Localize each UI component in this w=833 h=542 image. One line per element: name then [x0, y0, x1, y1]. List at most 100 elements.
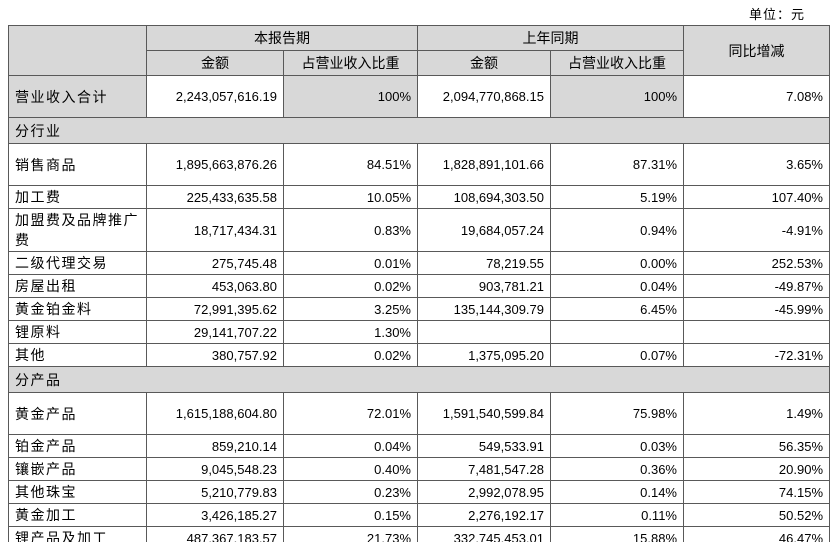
- section-title: 分产品: [8, 366, 830, 393]
- prior-ratio-cell: 0.11%: [550, 503, 684, 527]
- prior-amount-cell: 2,276,192.17: [417, 503, 551, 527]
- total-revenue-row: 营业收入合计 2,243,057,616.19 100% 2,094,770,8…: [8, 75, 830, 118]
- row-label: 黄金加工: [8, 503, 147, 527]
- prior-amount-cell: 108,694,303.50: [417, 185, 551, 209]
- row-label: 锂产品及加工: [8, 526, 147, 542]
- table-row: 其他 380,757.92 0.02% 1,375,095.20 0.07% -72.31…: [8, 343, 830, 367]
- row-label: 镶嵌产品: [8, 457, 147, 481]
- yoy-cell: 50.52%: [683, 503, 830, 527]
- yoy-cell: 46.47%: [683, 526, 830, 542]
- current-ratio-cell: 72.01%: [283, 392, 418, 435]
- table-row: 黄金加工 3,426,185.27 0.15% 2,276,192.17 0.11% 50…: [8, 503, 830, 527]
- row-label: 其他珠宝: [8, 480, 147, 504]
- prior-ratio-cell: 0.36%: [550, 457, 684, 481]
- prior-amount-cell: 135,144,309.79: [417, 297, 551, 321]
- table-row: 其他珠宝 5,210,779.83 0.23% 2,992,078.95 0.14% 74…: [8, 480, 830, 504]
- table-body: 本报告期 上年同期 同比增减 金额 占营业收入比重 金额 占营业收入比重 营业收…: [8, 25, 830, 542]
- current-ratio-cell: 0.02%: [283, 343, 418, 367]
- prior-amount-cell: 78,219.55: [417, 251, 551, 275]
- row-label: 黄金铂金料: [8, 297, 147, 321]
- prior-amount-cell: 1,828,891,101.66: [417, 143, 551, 186]
- current-ratio-cell: 0.04%: [283, 434, 418, 458]
- current-ratio-cell: 0.02%: [283, 274, 418, 298]
- row-label: 锂原料: [8, 320, 147, 344]
- corner-cell: [8, 25, 147, 76]
- prior-amount-cell: 1,591,540,599.84: [417, 392, 551, 435]
- section-header-row: 分产品: [8, 366, 830, 393]
- row-label: 二级代理交易: [8, 251, 147, 275]
- current-ratio-cell: 21.73%: [283, 526, 418, 542]
- prior-amount-cell: 332,745,453.01: [417, 526, 551, 542]
- table-row: 锂原料 29,141,707.22 1.30%: [8, 320, 830, 344]
- table-row: 房屋出租 453,063.80 0.02% 903,781.21 0.04% -49.87…: [8, 274, 830, 298]
- table-row: 黄金产品 1,615,188,604.80 72.01% 1,591,540,599.…: [8, 392, 830, 435]
- table-row: 二级代理交易 275,745.48 0.01% 78,219.55 0.00% 252.5…: [8, 251, 830, 275]
- table-row: 加工费 225,433,635.58 10.05% 108,694,303.50 5.1…: [8, 185, 830, 209]
- revenue-table: 本报告期 上年同期 同比增减 金额 占营业收入比重 金额 占营业收入比重 营业收…: [8, 25, 830, 542]
- prior-period-header: 上年同期: [417, 25, 684, 51]
- prior-ratio-cell: 0.04%: [550, 274, 684, 298]
- current-ratio-cell: 84.51%: [283, 143, 418, 186]
- current-ratio-cell: 0.83%: [283, 208, 418, 252]
- yoy-cell: -45.99%: [683, 297, 830, 321]
- current-ratio-cell: 10.05%: [283, 185, 418, 209]
- table-row: 加盟费及品牌推广费 18,717,434.31 0.83% 19,684,057.24…: [8, 208, 830, 252]
- current-ratio-cell: 100%: [283, 75, 418, 118]
- prior-amount-cell: 19,684,057.24: [417, 208, 551, 252]
- prior-ratio-cell: 0.07%: [550, 343, 684, 367]
- current-ratio-cell: 1.30%: [283, 320, 418, 344]
- table-row: 销售商品 1,895,663,876.26 84.51% 1,828,891,101.…: [8, 143, 830, 186]
- yoy-cell: 107.40%: [683, 185, 830, 209]
- prior-amount-cell: 903,781.21: [417, 274, 551, 298]
- row-label: 房屋出租: [8, 274, 147, 298]
- row-label: 铂金产品: [8, 434, 147, 458]
- current-ratio-cell: 0.01%: [283, 251, 418, 275]
- yoy-cell: -49.87%: [683, 274, 830, 298]
- current-amount-cell: 1,615,188,604.80: [146, 392, 284, 435]
- current-amount-cell: 5,210,779.83: [146, 480, 284, 504]
- yoy-cell: 1.49%: [683, 392, 830, 435]
- current-amount-cell: 72,991,395.62: [146, 297, 284, 321]
- prior-ratio-header: 占营业收入比重: [550, 50, 684, 76]
- section-header-row: 分行业: [8, 117, 830, 144]
- current-amount-cell: 29,141,707.22: [146, 320, 284, 344]
- prior-ratio-cell: 0.14%: [550, 480, 684, 504]
- section-title: 分行业: [8, 117, 830, 144]
- current-ratio-cell: 0.23%: [283, 480, 418, 504]
- prior-ratio-cell: 0.00%: [550, 251, 684, 275]
- yoy-cell: -4.91%: [683, 208, 830, 252]
- row-label: 营业收入合计: [8, 75, 147, 118]
- current-amount-cell: 18,717,434.31: [146, 208, 284, 252]
- prior-ratio-cell: 15.88%: [550, 526, 684, 542]
- current-ratio-cell: 3.25%: [283, 297, 418, 321]
- current-amount-cell: 9,045,548.23: [146, 457, 284, 481]
- current-ratio-header: 占营业收入比重: [283, 50, 418, 76]
- table-row: 黄金铂金料 72,991,395.62 3.25% 135,144,309.79 6.4…: [8, 297, 830, 321]
- prior-ratio-cell: 87.31%: [550, 143, 684, 186]
- header-row-1: 本报告期 上年同期 同比增减: [8, 25, 830, 76]
- prior-amount-cell: 2,992,078.95: [417, 480, 551, 504]
- prior-amount-cell: 2,094,770,868.15: [417, 75, 551, 118]
- yoy-cell: 74.15%: [683, 480, 830, 504]
- unit-label: 单位：元: [748, 7, 805, 22]
- prior-ratio-cell: 100%: [550, 75, 684, 118]
- current-amount-cell: 3,426,185.27: [146, 503, 284, 527]
- current-ratio-cell: 0.40%: [283, 457, 418, 481]
- current-amount-cell: 1,895,663,876.26: [146, 143, 284, 186]
- current-amount-cell: 859,210.14: [146, 434, 284, 458]
- current-amount-cell: 380,757.92: [146, 343, 284, 367]
- row-label: 黄金产品: [8, 392, 147, 435]
- yoy-change-header: 同比增减: [683, 25, 830, 76]
- yoy-cell: 7.08%: [683, 75, 830, 118]
- prior-ratio-cell: 5.19%: [550, 185, 684, 209]
- prior-amount-cell: [417, 320, 551, 344]
- current-amount-header: 金额: [146, 50, 284, 76]
- yoy-cell: 3.65%: [683, 143, 830, 186]
- table-row: 镶嵌产品 9,045,548.23 0.40% 7,481,547.28 0.36% 20…: [8, 457, 830, 481]
- current-amount-cell: 2,243,057,616.19: [146, 75, 284, 118]
- yoy-cell: 252.53%: [683, 251, 830, 275]
- current-ratio-cell: 0.15%: [283, 503, 418, 527]
- table-row: 锂产品及加工 487,367,183.57 21.73% 332,745,453.01…: [8, 526, 830, 542]
- prior-ratio-cell: 0.03%: [550, 434, 684, 458]
